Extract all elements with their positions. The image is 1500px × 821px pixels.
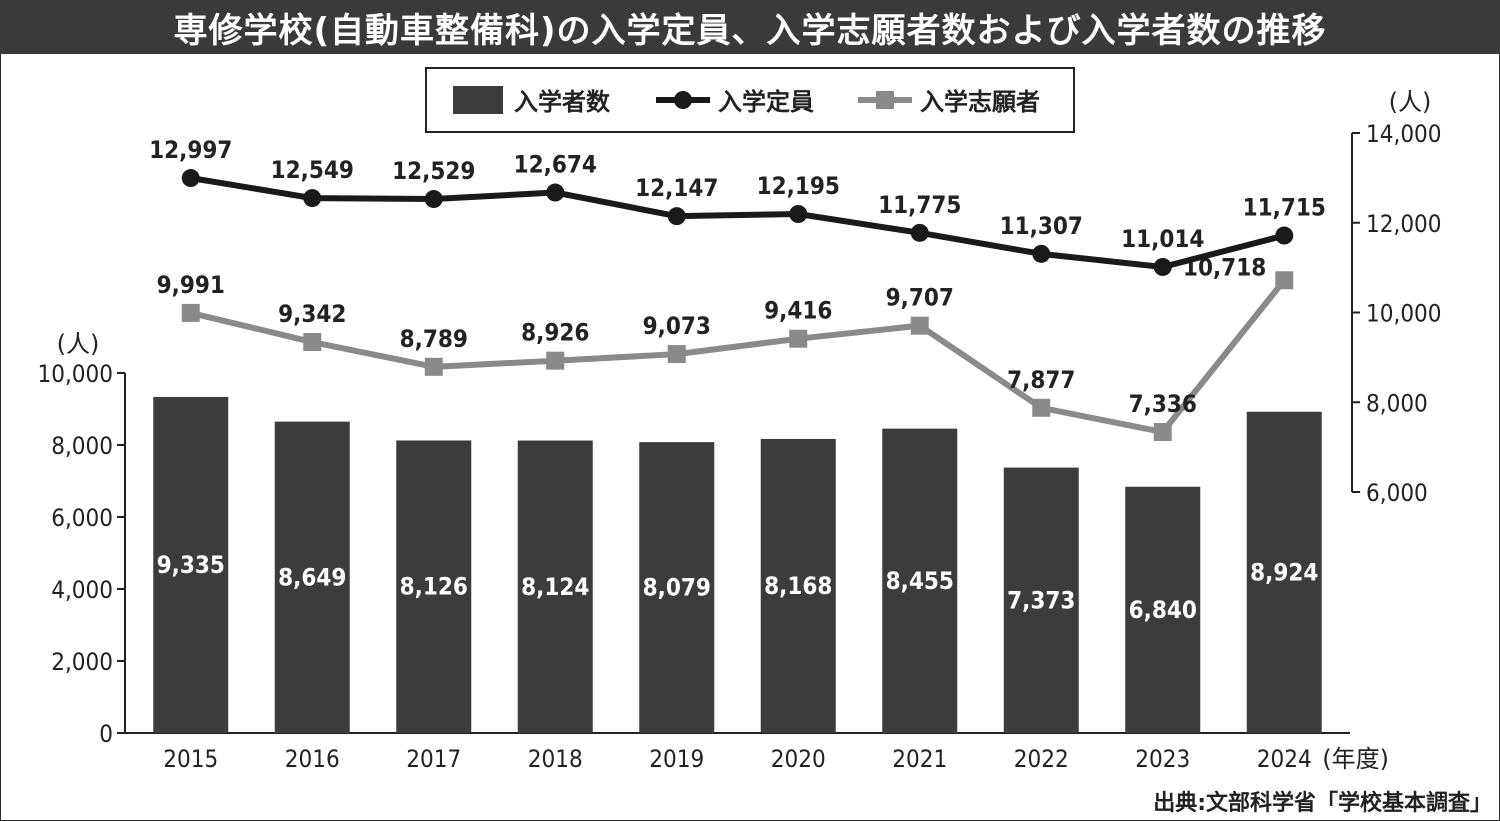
bar-entrants	[639, 442, 715, 733]
bar-entrants	[1125, 486, 1201, 733]
capacity-marker	[1153, 257, 1172, 276]
applicants-marker	[1032, 398, 1051, 417]
right-axis-tick-label: 8,000	[1366, 389, 1428, 417]
left-axis-tick-label: 10,000	[37, 360, 113, 388]
capacity-value-label: 11,307	[1000, 212, 1083, 240]
bar-entrants	[517, 440, 593, 733]
applicants-value-label: 9,342	[278, 300, 346, 328]
x-tick-label: 2022	[1014, 745, 1069, 773]
bar-entrants	[153, 396, 229, 733]
x-tick-label: 2015	[163, 745, 218, 773]
legend-swatch-entrants	[453, 86, 503, 114]
bar-entrants	[760, 438, 836, 733]
applicants-value-label: 9,073	[643, 312, 711, 340]
bar-entrants	[396, 440, 472, 733]
bar-value-label: 6,840	[1129, 596, 1197, 624]
x-tick-label: 2019	[649, 745, 704, 773]
chart-title: 専修学校(自動車整備科)の入学定員、入学志願者数および入学者数の推移	[0, 0, 1500, 54]
legend-swatch-capacity-marker	[674, 91, 692, 109]
left-axis-tick-label: 2,000	[51, 648, 113, 676]
x-tick-label: 2018	[528, 745, 583, 773]
applicants-value-label: 9,991	[157, 271, 225, 299]
x-tick-label: 2024	[1257, 745, 1312, 773]
applicants-value-label: 8,789	[400, 325, 468, 353]
applicants-value-label: 7,336	[1129, 390, 1197, 418]
capacity-marker	[1032, 244, 1051, 263]
applicants-line	[190, 278, 1287, 436]
capacity-marker	[181, 169, 200, 188]
right-axis-tick-label: 6,000	[1366, 479, 1428, 507]
right-axis-unit: (人)	[1389, 88, 1432, 116]
right-axis-tick-label: 14,000	[1366, 120, 1442, 148]
applicants-value-label: 7,877	[1007, 366, 1075, 394]
x-tick-label: 2023	[1135, 745, 1190, 773]
right-axis-tick-label: 12,000	[1366, 210, 1442, 238]
legend-label-entrants: 入学者数	[514, 88, 611, 116]
applicants-value-label: 8,926	[521, 319, 589, 347]
capacity-value-label: 12,549	[271, 156, 354, 184]
applicants-marker	[181, 303, 200, 322]
capacity-line	[190, 175, 1286, 270]
capacity-value-label: 11,715	[1243, 194, 1326, 222]
legend-label-capacity: 入学定員	[718, 88, 814, 116]
capacity-marker	[303, 189, 322, 208]
bar-value-label: 9,335	[157, 551, 225, 579]
x-tick-label: 2016	[285, 745, 340, 773]
left-axis-tick-label: 8,000	[51, 432, 113, 460]
bar-entrants	[1003, 467, 1079, 733]
x-axis-unit: (年度)	[1322, 745, 1389, 773]
bar-value-label: 8,455	[886, 567, 954, 595]
bar-entrants	[882, 428, 958, 733]
capacity-marker	[910, 223, 929, 242]
applicants-marker	[1275, 271, 1294, 290]
bar-value-label: 8,124	[521, 573, 589, 601]
capacity-value-label: 12,529	[392, 157, 475, 185]
legend-box	[425, 67, 1075, 133]
capacity-value-label: 11,775	[878, 191, 961, 219]
bar-entrants	[1246, 411, 1322, 733]
x-tick-label: 2017	[406, 745, 461, 773]
capacity-marker	[1275, 226, 1294, 245]
applicants-marker	[424, 357, 443, 376]
applicants-marker	[910, 316, 929, 335]
left-axis-tick-label: 0	[99, 720, 113, 748]
capacity-marker	[667, 207, 686, 226]
applicants-marker	[1153, 423, 1172, 442]
capacity-marker	[424, 190, 443, 209]
legend-swatch-applicants-marker	[876, 91, 894, 109]
bar-value-label: 8,924	[1250, 558, 1318, 586]
applicants-marker	[546, 351, 565, 370]
capacity-value-label: 12,997	[149, 136, 232, 164]
applicants-value-label: 9,416	[764, 297, 832, 325]
left-axis-tick-label: 4,000	[51, 576, 113, 604]
right-axis-tick-label: 10,000	[1366, 300, 1442, 328]
capacity-value-label: 11,014	[1121, 225, 1204, 253]
applicants-marker	[667, 345, 686, 364]
left-axis-tick-label: 6,000	[51, 504, 113, 532]
bar-value-label: 7,373	[1007, 586, 1075, 614]
capacity-marker	[789, 204, 808, 223]
source-note: 出典:文部科学省「学校基本調査」	[1153, 790, 1492, 816]
bar-value-label: 8,168	[764, 572, 832, 600]
applicants-value-label: 9,707	[886, 284, 954, 312]
x-tick-label: 2020	[771, 745, 826, 773]
capacity-value-label: 12,147	[635, 174, 718, 202]
applicants-marker	[303, 333, 322, 352]
bar-entrants	[274, 421, 350, 733]
x-tick-label: 2021	[892, 745, 947, 773]
capacity-marker	[546, 183, 565, 202]
bar-value-label: 8,079	[643, 574, 711, 602]
legend-label-applicants: 入学志願者	[920, 88, 1040, 116]
bar-value-label: 8,649	[278, 563, 346, 591]
left-axis-unit: (人)	[57, 330, 100, 358]
capacity-value-label: 12,195	[757, 172, 840, 200]
capacity-value-label: 12,674	[514, 151, 597, 179]
bar-value-label: 8,126	[400, 573, 468, 601]
applicants-marker	[789, 329, 808, 348]
